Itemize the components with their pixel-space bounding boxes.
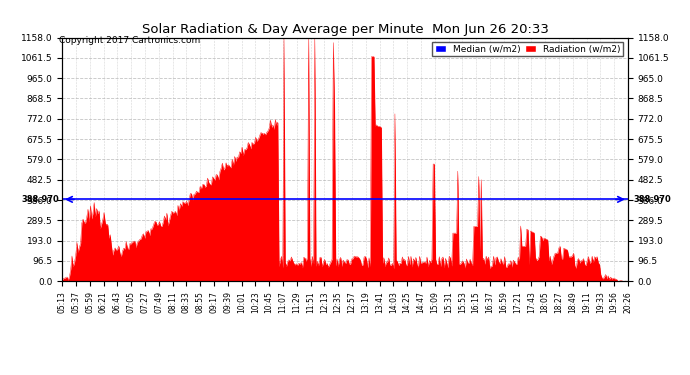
Text: 388.970: 388.970 [22,195,59,204]
Text: Copyright 2017 Cartronics.com: Copyright 2017 Cartronics.com [59,36,200,45]
Text: 388.970: 388.970 [633,195,671,204]
Legend: Median (w/m2), Radiation (w/m2): Median (w/m2), Radiation (w/m2) [432,42,623,56]
Title: Solar Radiation & Day Average per Minute  Mon Jun 26 20:33: Solar Radiation & Day Average per Minute… [141,23,549,36]
